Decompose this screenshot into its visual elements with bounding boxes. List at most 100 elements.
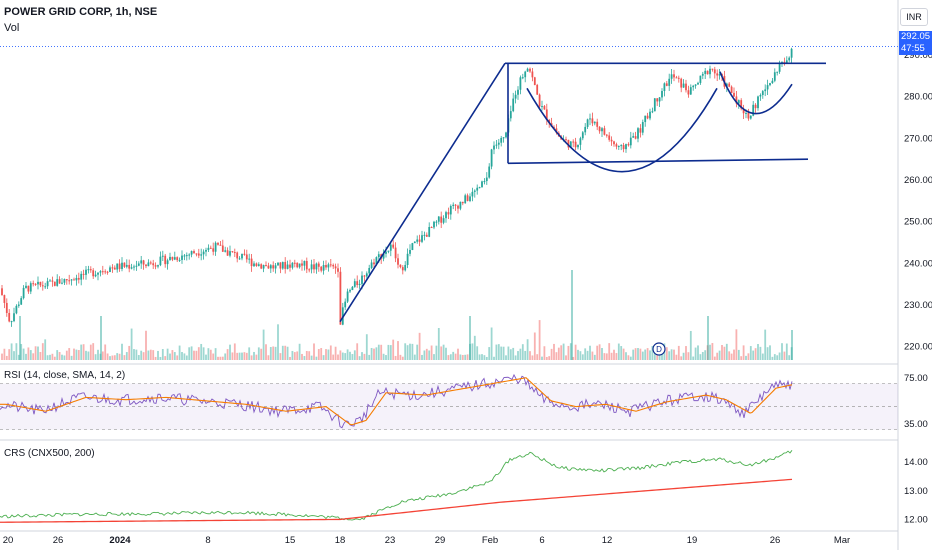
candle-body [171, 256, 174, 260]
volume-bar [473, 335, 476, 360]
volume-bar [517, 351, 519, 360]
volume-bar [13, 351, 15, 360]
candle-body [94, 274, 97, 277]
candle-body [10, 321, 13, 323]
volume-bar [41, 343, 44, 360]
candle-body [538, 94, 541, 107]
candle-body [296, 262, 299, 268]
volume-bar [315, 356, 318, 360]
candle-body [577, 144, 579, 148]
volume-bar [349, 351, 351, 360]
volume-bar [37, 346, 39, 360]
volume-bar [245, 352, 248, 360]
volume-bar [569, 343, 572, 360]
volume-bar [284, 345, 287, 360]
candle-body [183, 255, 186, 257]
volume-bar [572, 356, 575, 360]
volume-bar [17, 354, 20, 360]
candle-body [692, 85, 695, 88]
candle-body [497, 142, 500, 145]
volume-bar [63, 355, 66, 360]
candle-body [649, 111, 651, 119]
candle-body [133, 266, 135, 268]
candle-body [118, 263, 121, 269]
volume-bar [725, 343, 728, 360]
volume-bar [545, 356, 548, 360]
volume-bar [5, 355, 8, 360]
currency-button[interactable]: INR [900, 8, 928, 26]
candle-body [771, 80, 774, 84]
candle-body [332, 264, 335, 267]
rsi-pane-label[interactable]: RSI (14, close, SMA, 14, 2) [4, 370, 126, 381]
time-tick-label: 29 [435, 535, 446, 546]
volume-bar [646, 348, 649, 360]
volume-bar [392, 339, 395, 360]
volume-bar [135, 349, 138, 360]
candle-body [418, 239, 421, 242]
candle-body [17, 304, 20, 306]
volume-bar [425, 348, 428, 360]
candle-body [502, 137, 505, 139]
candle-body [75, 277, 78, 281]
volume-bar [641, 351, 644, 360]
candle-body [658, 97, 661, 102]
volume-bar [133, 349, 135, 360]
rsi-ma-line [0, 377, 793, 426]
volume-bar [106, 353, 109, 360]
candle-body [625, 144, 627, 150]
volume-bar [104, 344, 107, 360]
candle-body [169, 256, 171, 261]
candle-body [195, 253, 198, 255]
volume-bar [159, 356, 162, 360]
candle-body [675, 77, 678, 79]
volume-bar [584, 348, 587, 360]
candle-body [70, 279, 73, 281]
candle-body [13, 313, 15, 322]
time-tick-label: Mar [834, 535, 850, 546]
volume-bar [785, 343, 788, 360]
volume-spike [707, 316, 709, 360]
volume-bar [152, 350, 155, 360]
candle-body [188, 254, 191, 256]
candle-body [178, 259, 181, 261]
candle-body [322, 265, 325, 271]
candle-body [29, 283, 32, 292]
volume-bar [73, 348, 75, 360]
volume-bar [454, 353, 457, 360]
volume-bar [94, 354, 97, 360]
volume-bar [32, 353, 35, 360]
volume-bar [337, 354, 339, 360]
volume-bar [397, 341, 399, 360]
volume-bar [733, 349, 735, 360]
volume-bar [596, 345, 599, 360]
candle-body [142, 260, 145, 265]
candle-body [416, 239, 419, 242]
candle-body [500, 137, 503, 143]
crs-pane-label[interactable]: CRS (CNX500, 200) [4, 448, 95, 459]
symbol-title[interactable]: POWER GRID CORP, 1h, NSE [4, 6, 158, 18]
candle-body [301, 263, 303, 266]
candle-body [351, 286, 354, 291]
candle-body [284, 262, 287, 269]
candle-body [193, 251, 195, 254]
candle-body [457, 205, 459, 209]
volume-spike [100, 316, 102, 360]
volume-bar [317, 349, 320, 360]
volume-bar [754, 348, 757, 360]
volume-bar [365, 334, 368, 360]
volume-bar [555, 352, 558, 360]
candle-body [505, 132, 507, 138]
candle-body [214, 242, 217, 252]
candle-body [236, 252, 239, 259]
grid-lines [0, 0, 899, 550]
candle-body [745, 112, 747, 114]
volume-bar [478, 354, 481, 360]
volume-bar [524, 350, 527, 360]
volume-bar [236, 352, 239, 360]
candle-body [512, 98, 515, 112]
time-tick-label: Feb [482, 535, 498, 546]
volume-bar [701, 351, 704, 360]
volume-bar [49, 354, 51, 360]
